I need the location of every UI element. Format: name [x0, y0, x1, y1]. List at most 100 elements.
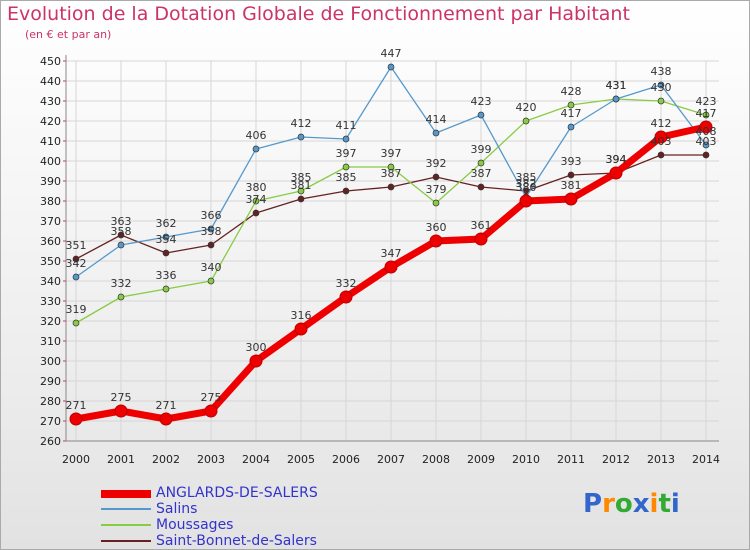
logo-letter: x — [632, 489, 650, 519]
x-tick-label: 2007 — [377, 453, 405, 466]
data-label: 385 — [291, 171, 312, 184]
data-label: 319 — [66, 303, 87, 316]
data-label: 366 — [201, 209, 222, 222]
data-label: 393 — [561, 155, 582, 168]
data-point — [69, 412, 83, 426]
data-point — [387, 163, 395, 171]
data-point — [207, 241, 215, 249]
x-tick-label: 2001 — [107, 453, 135, 466]
data-point — [657, 151, 665, 159]
y-tick-label: 280 — [40, 395, 61, 408]
y-tick-label: 320 — [40, 315, 61, 328]
logo-letter: P — [583, 489, 603, 519]
legend: ANGLARDS-DE-SALERS Salins Moussages Sain… — [101, 485, 361, 549]
y-tick-label: 370 — [40, 215, 61, 228]
data-point — [432, 173, 440, 181]
data-label: 332 — [111, 277, 132, 290]
data-label: 360 — [426, 221, 447, 234]
data-label: 414 — [426, 113, 447, 126]
data-point — [432, 129, 440, 137]
data-label: 430 — [651, 81, 672, 94]
data-label: 406 — [246, 129, 267, 142]
data-point — [477, 159, 485, 167]
logo-letter: i — [670, 489, 680, 519]
data-point — [567, 123, 575, 131]
data-label: 411 — [336, 119, 357, 132]
y-tick-label: 270 — [40, 415, 61, 428]
data-point — [252, 197, 260, 205]
series-lines — [69, 63, 713, 426]
x-tick-label: 2002 — [152, 453, 180, 466]
data-label: 417 — [561, 107, 582, 120]
data-label: 332 — [336, 277, 357, 290]
grid-lines — [66, 60, 719, 442]
data-point — [702, 111, 710, 119]
data-label: 316 — [291, 309, 312, 322]
x-tick-label: 2008 — [422, 453, 450, 466]
data-label: 271 — [156, 399, 177, 412]
data-label: 382 — [516, 177, 537, 190]
data-point — [657, 81, 665, 89]
data-label: 428 — [561, 85, 582, 98]
data-label: 340 — [201, 261, 222, 274]
data-label: 397 — [336, 147, 357, 160]
chart-title: Evolution de la Dotation Globale de Fonc… — [7, 3, 630, 25]
y-tick-label: 290 — [40, 375, 61, 388]
data-label: 381 — [561, 179, 582, 192]
y-tick-label: 430 — [40, 95, 61, 108]
data-label: 412 — [291, 117, 312, 130]
logo-letter: t — [658, 489, 671, 519]
data-point — [342, 187, 350, 195]
x-tick-label: 2013 — [647, 453, 675, 466]
data-label: 423 — [471, 95, 492, 108]
data-point — [429, 234, 443, 248]
data-point — [657, 97, 665, 105]
data-point — [474, 232, 488, 246]
data-label: 399 — [471, 143, 492, 156]
data-point — [567, 101, 575, 109]
data-label: 275 — [111, 391, 132, 404]
x-tick-label: 2003 — [197, 453, 225, 466]
data-point — [699, 120, 713, 134]
data-point — [522, 117, 530, 125]
data-label: 381 — [291, 179, 312, 192]
data-point — [387, 183, 395, 191]
data-point — [477, 183, 485, 191]
chart-subtitle: (en € et par an) — [25, 28, 112, 41]
y-tick-label: 390 — [40, 175, 61, 188]
data-point — [384, 260, 398, 274]
line-chart: 2602702802903003103203303403503603703803… — [40, 47, 720, 466]
data-label: 374 — [246, 193, 267, 206]
data-point — [702, 141, 710, 149]
x-tick-label: 2010 — [512, 453, 540, 466]
y-tick-label: 330 — [40, 295, 61, 308]
data-label: 342 — [66, 257, 87, 270]
data-labels: 271 275 271 275 300 316 332 347 360 361 380 381 394 4… — [66, 47, 717, 412]
data-point — [162, 285, 170, 293]
data-label: 394 — [606, 153, 627, 166]
data-point — [204, 404, 218, 418]
legend-swatch-salins — [101, 508, 151, 510]
y-tick-label: 260 — [40, 435, 61, 448]
data-label: 271 — [66, 399, 87, 412]
data-point — [72, 255, 80, 263]
legend-item-salins: Salins — [101, 501, 361, 518]
data-point — [117, 241, 125, 249]
data-point — [477, 111, 485, 119]
data-label: 379 — [426, 183, 447, 196]
data-label: 394 — [606, 153, 627, 166]
legend-swatch-moussages — [101, 524, 151, 526]
data-label: 438 — [651, 65, 672, 78]
data-point — [609, 166, 623, 180]
data-point — [342, 135, 350, 143]
data-label: 417 — [696, 107, 717, 120]
data-point — [114, 404, 128, 418]
data-point — [162, 233, 170, 241]
data-point — [249, 354, 263, 368]
x-tick-label: 2011 — [557, 453, 585, 466]
data-label: 412 — [651, 117, 672, 130]
data-label: 380 — [246, 181, 267, 194]
x-tick-label: 2014 — [692, 453, 720, 466]
data-point — [432, 199, 440, 207]
y-tick-label: 340 — [40, 275, 61, 288]
